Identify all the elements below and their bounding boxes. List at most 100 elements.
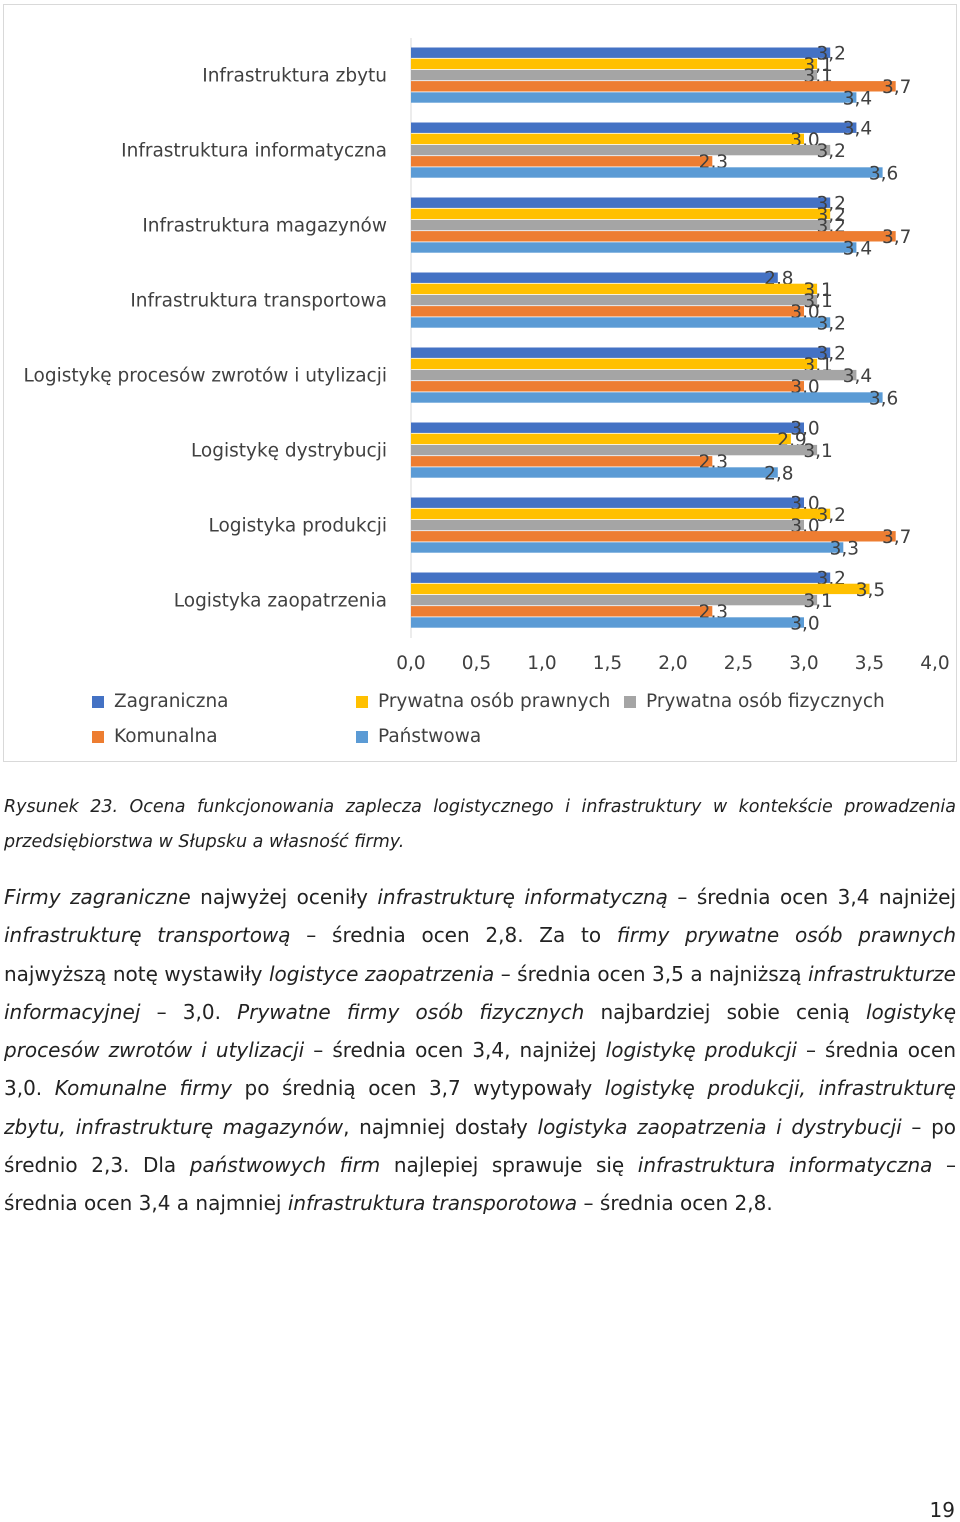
- bar: [411, 197, 831, 208]
- bar: [411, 208, 831, 220]
- data-label: 3,6: [869, 388, 898, 409]
- body-text-run: najbardziej sobie cenią: [584, 999, 866, 1024]
- data-label: 3,6: [869, 163, 898, 184]
- category-label: Logistyka produkcji: [208, 516, 387, 537]
- x-tick-label: 2,0: [658, 653, 687, 674]
- category-label: Logistyka zaopatrzenia: [174, 591, 387, 612]
- emphasis-text: infrastrukturze informacyjnej: [4, 961, 956, 1024]
- category-label: Infrastruktura magazynów: [142, 216, 387, 237]
- body-text-run: – średnia ocen 2,8.: [577, 1191, 773, 1216]
- figure-caption: Rysunek 23. Ocena funkcjonowania zaplecz…: [4, 797, 956, 852]
- body-text-run: najwyżej oceniły: [190, 885, 378, 909]
- page-number: 19: [929, 1498, 955, 1522]
- bar: [411, 47, 831, 58]
- x-tick-label: 3,0: [789, 653, 818, 674]
- bar: [411, 242, 857, 253]
- chart-legend: Zagraniczna Prywatna osób prawnych Prywa…: [92, 691, 952, 755]
- bar: [411, 347, 831, 358]
- body-text-run: – średnia ocen 3,4 najniżej: [667, 885, 956, 909]
- bar: [411, 144, 831, 156]
- data-label: 3,4: [843, 366, 872, 387]
- data-label: 2,8: [764, 463, 793, 484]
- x-tick-label: 0,5: [462, 653, 491, 674]
- legend-item-komunalna: Komunalna: [92, 726, 218, 747]
- bar: [411, 467, 778, 478]
- chart-area: Infrastruktura zbytu Infrastruktura infor…: [3, 4, 957, 762]
- bar: [411, 381, 804, 392]
- bar: [411, 317, 831, 328]
- data-label: 3,2: [816, 505, 845, 526]
- data-label: 3,2: [816, 141, 845, 162]
- legend-item-zagraniczna: Zagraniczna: [92, 691, 229, 712]
- data-label: 3,0: [790, 419, 819, 440]
- emphasis-text: logistykę produkcji, infrastrukturę zbyt…: [4, 1076, 956, 1139]
- x-tick-label: 2,5: [724, 653, 753, 674]
- data-label: 3,5: [856, 580, 885, 601]
- bar: [411, 294, 818, 306]
- legend-swatch: [356, 695, 368, 708]
- body-text-run: , najmniej dostały: [343, 1114, 538, 1139]
- body-text-run: – średnia ocen 2,8. Za to: [290, 923, 617, 948]
- data-label: 3,1: [803, 441, 832, 462]
- category-label: Infrastruktura zbytu: [202, 66, 387, 87]
- legend-label: Zagraniczna: [114, 691, 229, 712]
- legend-item-panstwowa: Państwowa: [356, 726, 481, 747]
- emphasis-text: infrastruktura informatyczna: [637, 1153, 933, 1178]
- body-text-run: – średnia ocen 3,4, najniżej: [304, 1038, 606, 1063]
- bar: [411, 542, 844, 553]
- body-text-run: najlepiej sprawuje się: [380, 1153, 638, 1178]
- x-tick-label: 1,5: [593, 653, 622, 674]
- bar: [411, 122, 857, 133]
- emphasis-text: infrastrukturę informatyczną: [377, 885, 668, 909]
- legend-label: Prywatna osób fizycznych: [646, 691, 885, 712]
- legend-label: Komunalna: [114, 726, 218, 747]
- body-text-run: – 3,0.: [140, 999, 238, 1024]
- data-label: 3,7: [882, 77, 911, 98]
- emphasis-text: infrastruktura transporotowa: [287, 1191, 578, 1216]
- bar: [411, 272, 778, 283]
- category-label: Infrastruktura transportowa: [130, 291, 387, 312]
- data-label: 3,3: [830, 538, 859, 559]
- bar: [411, 497, 804, 508]
- bar: [411, 508, 831, 520]
- data-label: 3,2: [816, 344, 845, 365]
- body-text-run: najwyższą notę wystawiły: [4, 961, 269, 986]
- legend-label: Państwowa: [378, 726, 482, 747]
- bar: [411, 594, 818, 606]
- body-text-run: po średnią ocen 3,7 wytypowały: [231, 1076, 605, 1101]
- bar: [411, 422, 804, 433]
- data-label: 3,4: [843, 119, 872, 140]
- emphasis-text: firmy prywatne osób prawnych: [616, 923, 956, 948]
- emphasis-text: logistykę produkcji: [605, 1038, 797, 1063]
- bar: [411, 433, 791, 445]
- bar: [411, 369, 857, 381]
- x-tick-label: 4,0: [920, 653, 949, 674]
- bar: [411, 283, 818, 295]
- bar: [411, 456, 713, 467]
- data-label: 3,4: [843, 88, 872, 109]
- body-text-run: – średnia ocen 3,5 a najniższą: [494, 961, 808, 986]
- bar: [411, 583, 870, 595]
- emphasis-text: państwowych firm: [189, 1153, 381, 1178]
- x-tick-label: 1,0: [527, 653, 556, 674]
- category-label: Logistykę dystrybucji: [191, 441, 387, 462]
- category-label: Logistykę procesów zwrotów i utylizacji: [24, 366, 387, 387]
- data-label: 3,2: [816, 313, 845, 334]
- bar-chart: Infrastruktura zbytu Infrastruktura infor…: [24, 38, 950, 674]
- data-label: 3,0: [790, 613, 819, 634]
- category-label: Infrastruktura informatyczna: [121, 141, 387, 162]
- emphasis-text: Firmy zagraniczne: [4, 885, 191, 909]
- bar: [411, 358, 818, 370]
- emphasis-text: logistykę procesów zwrotów i utylizacji: [4, 999, 957, 1063]
- bar: [411, 306, 804, 317]
- emphasis-text: Komunalne firmy: [54, 1076, 232, 1101]
- emphasis-text: infrastrukturę transportową: [4, 923, 291, 948]
- legend-item-prywatna-osob-prawnych: Prywatna osób prawnych: [356, 691, 610, 712]
- data-label: 3,2: [816, 44, 845, 65]
- data-label: 3,7: [882, 227, 911, 248]
- bar: [411, 167, 883, 178]
- legend-swatch: [92, 730, 104, 743]
- bar: [411, 606, 713, 617]
- bar: [411, 231, 896, 242]
- legend-swatch: [92, 695, 104, 708]
